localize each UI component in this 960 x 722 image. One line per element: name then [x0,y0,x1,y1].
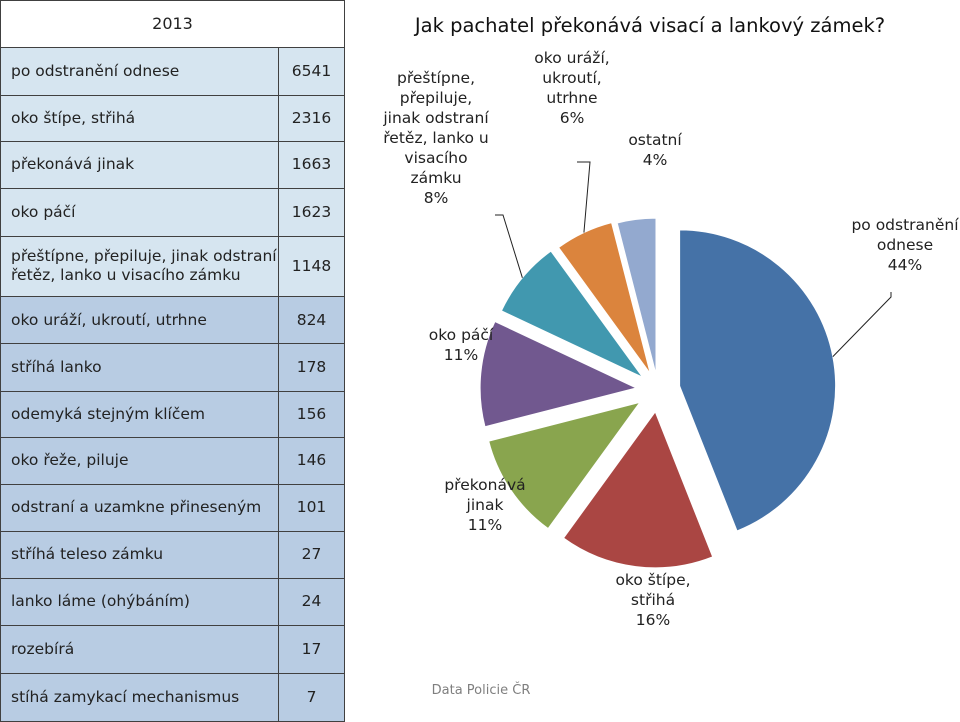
data-table: 2013 po odstranění odnese 6541 oko štípe, s… [0,0,345,722]
table-row: stíhá zamykací mechanismus 7 [0,673,345,722]
row-value: 1148 [278,236,345,298]
slice-label-oko-stipe: oko štípe, střihá 16% [615,571,690,629]
pie-chart: Jak pachatel překonává visací a lankový … [382,14,959,698]
leader-line-oko-urazi [577,161,591,233]
row-label: stíhá zamykací mechanismus [0,673,279,722]
row-label: odstraní a uzamkne přineseným [0,484,279,532]
pie-chart-area: Jak pachatel překonává visací a lankový … [345,0,960,722]
table-row: odemyká stejným klíčem 156 [0,391,345,439]
pie-slice-prestipne [500,250,643,378]
table-header-row: 2013 [0,0,345,49]
slice-label-oko-paci: oko páčí 11% [429,326,494,364]
row-value: 146 [278,437,345,486]
leader-line-prestipne [495,214,523,278]
pie-slice-po-odstraneni [679,229,837,532]
row-label: oko štípe, střihá [0,95,279,142]
row-value: 824 [278,296,345,345]
slice-label-po-odstraneni: po odstranění odnese 44% [851,216,959,274]
row-value: 27 [278,531,345,579]
row-label: po odstranění odnese [0,47,279,96]
row-label: překonává jinak [0,141,279,190]
row-label: stříhá lanko [0,343,279,392]
chart-source: Data Policie ČR [432,682,531,698]
row-label: oko uráží, ukroutí, utrhne [0,296,279,345]
row-label: rozebírá [0,625,279,674]
row-value: 178 [278,343,345,392]
table-row: lanko láme (ohýbáním) 24 [0,578,345,627]
pie-slice-oko-paci [479,320,638,428]
table-row: stříhá teleso zámku 27 [0,531,345,579]
row-value: 7 [278,673,345,722]
table-row: přeštípne, přepiluje, jinak odstraní řet… [0,236,345,298]
slice-label-oko-urazi: oko uráží, ukroutí, utrhne 6% [534,49,609,127]
row-label: stříhá teleso zámku [0,531,279,579]
row-value: 1663 [278,141,345,190]
slice-label-ostatni: ostatní 4% [628,131,682,169]
table-row: překonává jinak 1663 [0,141,345,190]
pie-slice-ostatni [616,217,657,375]
table-row: rozebírá 17 [0,625,345,674]
row-value: 101 [278,484,345,532]
pie-slice-oko-stipe [562,410,714,569]
row-value: 24 [278,578,345,627]
table-header-year: 2013 [0,0,345,49]
row-label: oko páčí [0,188,279,237]
table-row: odstraní a uzamkne přineseným 101 [0,484,345,532]
table-row: po odstranění odnese 6541 [0,47,345,96]
row-label: odemyká stejným klíčem [0,391,279,439]
row-label: lanko láme (ohýbáním) [0,578,279,627]
leader-line-po-odstraneni [832,292,892,357]
row-value: 2316 [278,95,345,142]
slice-label-prestipne: přeštípne, přepiluje, jinak odstraní řetěz,… [382,69,489,207]
table-row: oko páčí 1623 [0,188,345,237]
table-row: stříhá lanko 178 [0,343,345,392]
row-value: 156 [278,391,345,439]
table-row: oko štípe, střihá 2316 [0,95,345,142]
slice-label-prekonava-jinak: překonává jinak 11% [444,476,525,534]
chart-title: Jak pachatel překonává visací a lankový … [413,14,885,37]
row-label: přeštípne, přepiluje, jinak odstraní řet… [0,236,279,298]
row-value: 1623 [278,188,345,237]
row-value: 17 [278,625,345,674]
row-value: 6541 [278,47,345,96]
pie-slice-prekonava-jinak [488,401,642,530]
table-row: oko uráží, ukroutí, utrhne 824 [0,296,345,345]
table-row: oko řeže, piluje 146 [0,437,345,486]
row-label: oko řeže, piluje [0,437,279,486]
